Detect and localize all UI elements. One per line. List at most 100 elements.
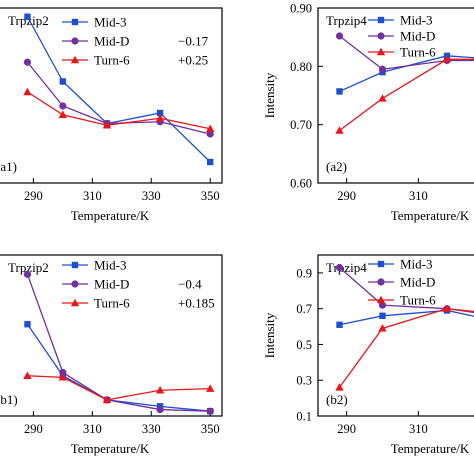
x-tick-label: 290 bbox=[337, 422, 356, 436]
data-point bbox=[23, 270, 32, 278]
y-tick-label: 0.7 bbox=[296, 302, 312, 316]
data-point bbox=[23, 87, 32, 96]
y-axis-label: Intensity bbox=[262, 72, 277, 118]
data-point bbox=[336, 88, 343, 95]
data-point bbox=[102, 395, 112, 404]
x-tick-label: 350 bbox=[201, 189, 220, 203]
x-axis-label: Temperature/K bbox=[71, 441, 150, 456]
legend-marker bbox=[71, 261, 79, 269]
series-line bbox=[339, 309, 474, 326]
legend-marker bbox=[71, 18, 79, 26]
series-line bbox=[339, 58, 474, 132]
data-point bbox=[24, 321, 31, 328]
legend-label: Mid-3 bbox=[400, 257, 433, 272]
legend-label: Mid-D bbox=[94, 34, 129, 49]
legend-marker bbox=[377, 278, 385, 286]
y-axis-label: Intensity bbox=[262, 312, 277, 358]
data-point bbox=[336, 321, 343, 328]
panel-title: Trpzip2 bbox=[8, 13, 49, 28]
data-point bbox=[378, 301, 387, 309]
data-point bbox=[58, 110, 68, 118]
x-tick-label: 350 bbox=[201, 422, 220, 436]
x-tick-label: 290 bbox=[24, 422, 43, 436]
plot-area bbox=[23, 13, 215, 166]
legend-label: Mid-D bbox=[400, 29, 435, 44]
panel-label: (a1) bbox=[0, 159, 17, 174]
data-point bbox=[59, 368, 67, 377]
x-tick-label: 290 bbox=[337, 189, 356, 203]
series-line bbox=[338, 308, 474, 388]
x-tick-label: 330 bbox=[142, 189, 161, 203]
plot-area bbox=[335, 263, 474, 391]
legend-marker bbox=[376, 47, 386, 56]
plot-area bbox=[23, 270, 215, 415]
series-turn-6 bbox=[23, 371, 215, 404]
x-axis-label: Temperature/K bbox=[391, 208, 470, 223]
data-point bbox=[24, 13, 31, 20]
series-line bbox=[339, 55, 474, 93]
series-line bbox=[27, 375, 211, 401]
y-tick-label: 0.90 bbox=[290, 2, 312, 16]
plot-frame bbox=[0, 254, 223, 417]
data-point bbox=[102, 121, 112, 129]
series-line bbox=[339, 267, 474, 314]
series-turn-6 bbox=[335, 304, 474, 391]
panel-label: (a2) bbox=[326, 159, 347, 174]
data-point bbox=[335, 263, 344, 272]
legend-label: Turn-6 bbox=[94, 53, 130, 68]
y-tick-label: 0.5 bbox=[296, 338, 312, 352]
legend-label: Mid-3 bbox=[94, 15, 127, 30]
y-tick-label: 0.60 bbox=[290, 177, 312, 191]
plot-frame bbox=[317, 254, 474, 417]
data-point bbox=[156, 109, 164, 117]
legend-label: Mid-D bbox=[400, 275, 435, 290]
data-point bbox=[59, 102, 67, 110]
x-axis-label: Temperature/K bbox=[71, 208, 150, 223]
legend-label: Mid-D bbox=[94, 277, 129, 292]
y-tick-label: 0.1 bbox=[296, 410, 312, 424]
legend-marker bbox=[377, 260, 385, 268]
data-point bbox=[156, 405, 164, 414]
data-point bbox=[335, 383, 344, 391]
data-point bbox=[206, 407, 214, 415]
legend-marker bbox=[71, 280, 79, 288]
x-tick-label: 310 bbox=[409, 189, 428, 203]
data-point bbox=[378, 65, 387, 73]
series-mid-3 bbox=[336, 307, 474, 328]
legend-label: Mid-3 bbox=[94, 258, 127, 273]
x-tick-label: 330 bbox=[142, 422, 161, 436]
data-point bbox=[378, 324, 387, 332]
panel-title: Trpzip4 bbox=[326, 13, 367, 28]
legend-offset: −0.4 bbox=[178, 277, 202, 292]
data-point bbox=[23, 58, 32, 66]
panel-title: Trpzip2 bbox=[8, 260, 49, 275]
legend-label: Turn-6 bbox=[94, 296, 130, 311]
legend-marker bbox=[377, 32, 385, 40]
x-axis-label: Temperature/K bbox=[391, 441, 470, 456]
data-point bbox=[206, 130, 214, 138]
series-mid-d bbox=[23, 58, 214, 138]
legend-label: Turn-6 bbox=[400, 45, 436, 60]
plot-area bbox=[335, 32, 474, 134]
y-tick-label: 0.70 bbox=[290, 118, 312, 132]
legend: Mid-3 Mid-D Turn-6 bbox=[368, 257, 436, 308]
series-mid-d bbox=[23, 270, 214, 415]
series-turn-6 bbox=[335, 55, 474, 134]
data-point bbox=[155, 386, 165, 394]
plot-frame bbox=[0, 7, 223, 184]
data-point bbox=[155, 114, 165, 122]
legend-marker bbox=[377, 16, 385, 24]
data-point bbox=[335, 126, 344, 134]
legend-marker bbox=[70, 298, 80, 307]
legend-marker bbox=[70, 55, 80, 64]
data-point bbox=[442, 55, 452, 63]
x-tick-label: 290 bbox=[24, 189, 43, 203]
data-point bbox=[379, 312, 386, 320]
data-point bbox=[59, 78, 67, 85]
series-mid-3 bbox=[24, 321, 214, 415]
x-tick-label: 310 bbox=[83, 422, 102, 436]
series-line bbox=[339, 35, 474, 70]
panel-b1: 290 310 330 350 Temperature/K Trpzip2 (b1) Mid-… bbox=[0, 254, 223, 456]
y-tick-label: 0.80 bbox=[290, 60, 312, 74]
